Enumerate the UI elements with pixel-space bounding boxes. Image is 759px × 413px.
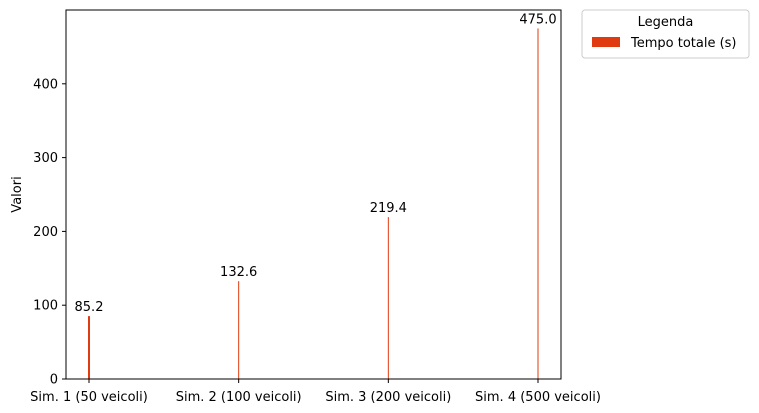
bar-value-label: 85.2: [75, 300, 104, 315]
y-tick-label: 200: [33, 225, 58, 240]
x-axis-ticks: Sim. 1 (50 veicoli) Sim. 2 (100 veicoli) S…: [30, 379, 601, 405]
legend: Legenda Tempo totale (s): [581, 9, 750, 59]
y-axis-title: Valori: [10, 176, 25, 212]
legend-title: Legenda: [638, 15, 694, 30]
data-labels: 85.2 132.6 219.4 475.0: [75, 12, 557, 315]
legend-entry-label: Tempo totale (s): [630, 36, 737, 51]
bar: [387, 217, 389, 379]
y-tick-label: 300: [33, 151, 58, 166]
bar-value-label: 132.6: [220, 265, 257, 280]
y-tick-label: 100: [33, 299, 58, 314]
bar: [238, 281, 240, 379]
x-tick-label: Sim. 4 (500 veicoli): [475, 390, 601, 405]
x-tick-label: Sim. 1 (50 veicoli): [30, 390, 148, 405]
legend-box: [581, 9, 750, 59]
bar-value-label: 219.4: [370, 201, 407, 216]
x-tick-label: Sim. 2 (100 veicoli): [176, 390, 302, 405]
y-axis-ticks: 0 100 200 300 400: [33, 77, 66, 388]
bar: [88, 316, 90, 379]
y-tick-label: 0: [50, 373, 58, 388]
legend-swatch: [592, 37, 620, 47]
x-tick-label: Sim. 3 (200 veicoli): [325, 390, 451, 405]
plot-area-frame: [65, 9, 562, 380]
bar-value-label: 475.0: [519, 12, 556, 27]
bar-series: [88, 28, 539, 379]
y-tick-label: 400: [33, 77, 58, 92]
bar: [537, 28, 539, 379]
